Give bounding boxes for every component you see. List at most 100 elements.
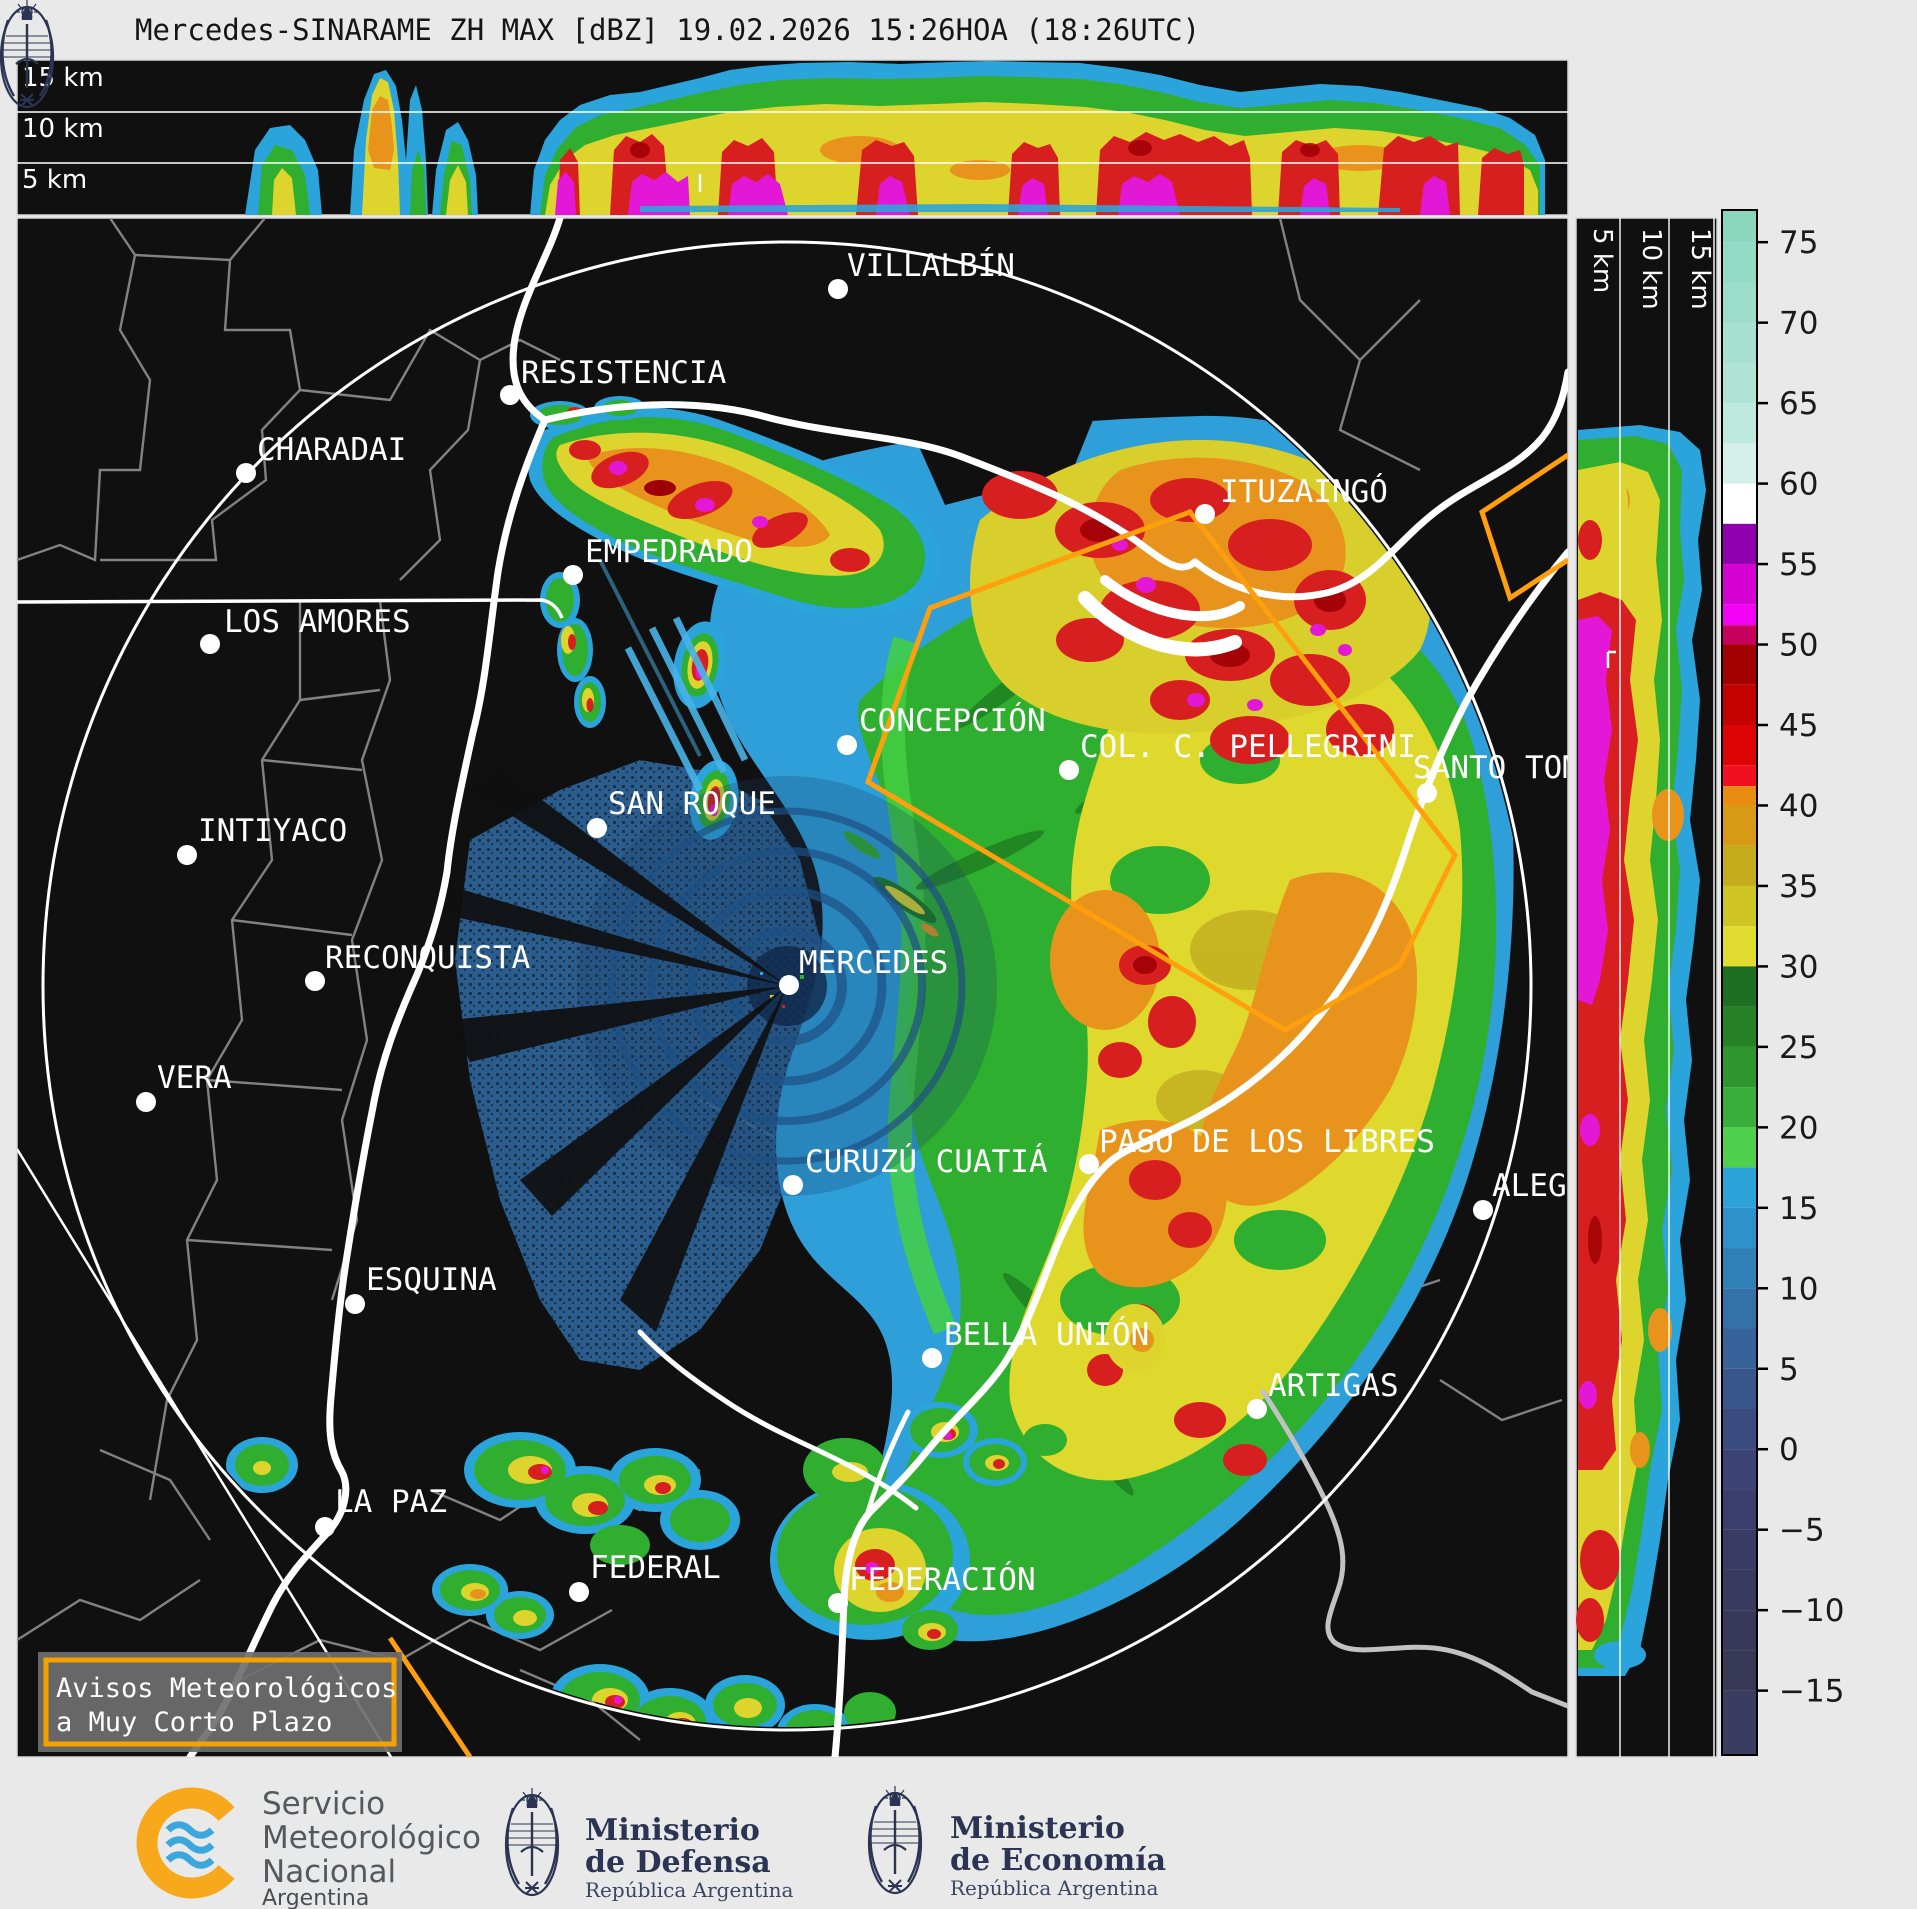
colorbar-swatch (1722, 1087, 1757, 1128)
city-dot (587, 818, 607, 838)
city-marker: FEDERAL (569, 1550, 721, 1602)
colorbar-swatch (1722, 1207, 1757, 1249)
city-label: VILLALBÍN (847, 248, 1015, 284)
city-label: CURUZÚ CUATIÁ (805, 1143, 1048, 1180)
colorbar-swatches (1722, 210, 1757, 1755)
city-label: ARTIGAS (1268, 1368, 1399, 1404)
city-label: ALEGR (1492, 1168, 1586, 1204)
city-label: LA PAZ (335, 1484, 447, 1520)
map-content: VILLALBÍN RESISTENCIA CHARADAI ITUZAINGÓ EMP… (17, 218, 1586, 1757)
notice-line-2: a Muy Corto Plazo (56, 1707, 332, 1738)
city-marker: MERCEDES (779, 945, 948, 995)
city-label: COL. C. PELLEGRINI (1080, 729, 1416, 765)
city-marker: RESISTENCIA (500, 355, 727, 405)
city-marker: CURUZÚ CUATIÁ (783, 1143, 1048, 1195)
colorbar-tick-label: 45 (1779, 708, 1818, 744)
top-panel-10km-label: 10 km (22, 114, 104, 144)
colorbar-swatch (1722, 483, 1757, 524)
city-marker: RECONQUISTA (305, 940, 531, 991)
colorbar-swatch (1722, 926, 1757, 967)
city-marker: VERA (136, 1060, 232, 1112)
city-marker: SAN ROQUE (587, 786, 776, 838)
range-ring (41, 240, 1533, 1732)
colorbar-swatch (1722, 564, 1757, 605)
city-dot (922, 1348, 942, 1368)
city-marker: ALEGR (1473, 1168, 1586, 1220)
city-marker: FEDERACIÓN (828, 1561, 1036, 1613)
smn-logo-waves (165, 1821, 215, 1869)
city-label: VERA (157, 1060, 232, 1096)
short-term-warnings-box[interactable]: Avisos Meteorológicos a Muy Corto Plazo (38, 1652, 402, 1752)
defensa-line-1: Ministerio (585, 1813, 760, 1848)
city-dot (305, 971, 325, 991)
colorbar-tick-label: 75 (1779, 225, 1818, 261)
economia-line-3: República Argentina (950, 1876, 1158, 1900)
city-label: INTIYACO (198, 813, 347, 849)
city-labels-layer: VILLALBÍN RESISTENCIA CHARADAI ITUZAINGÓ EMP… (136, 248, 1586, 1613)
colorbar-swatch (1722, 1167, 1757, 1208)
colorbar-tick-label: 40 (1779, 788, 1818, 824)
colorbar-swatch (1722, 625, 1757, 645)
colorbar-tick-label: 60 (1779, 467, 1818, 503)
city-dot (1473, 1200, 1493, 1220)
colorbar-tick-label: 30 (1779, 949, 1818, 985)
colorbar-tick-label: 5 (1779, 1352, 1799, 1388)
city-marker: COL. C. PELLEGRINI (1059, 729, 1416, 780)
radar-map-panel: VILLALBÍN RESISTENCIA CHARADAI ITUZAINGÓ EMP… (16, 217, 1586, 1758)
city-dot (345, 1294, 365, 1314)
colorbar-swatch (1722, 362, 1757, 404)
city-dot (783, 1175, 803, 1195)
colorbar-tick-label: 50 (1779, 628, 1818, 664)
right-panel-10km-label: 10 km (1636, 228, 1666, 310)
city-dot (136, 1092, 156, 1112)
defensa-line-2: de Defensa (585, 1845, 771, 1880)
city-dot (500, 385, 520, 405)
colorbar-tick-label: −10 (1779, 1593, 1844, 1629)
city-label: FEDERACIÓN (849, 1561, 1036, 1598)
footer-logos: Servicio Meteorológico Nacional Argentin… (0, 0, 1166, 1909)
colorbar-swatch (1722, 443, 1757, 484)
city-dot (315, 1517, 335, 1537)
city-dot (1079, 1154, 1099, 1174)
colorbar-swatch (1722, 1690, 1757, 1755)
city-label: LOS AMORES (224, 604, 411, 640)
top-panel-15km-label: 15 km (22, 63, 104, 93)
top-panel-5km-label: 5 km (22, 165, 87, 195)
economia-line-1: Ministerio (950, 1811, 1125, 1846)
colorbar-swatch (1722, 966, 1757, 1007)
city-label: RECONQUISTA (325, 940, 531, 976)
smn-logo-ring (136, 1787, 235, 1899)
colorbar-swatch (1722, 322, 1757, 363)
colorbar-swatch (1722, 805, 1757, 846)
city-label: PASO DE LOS LIBRES (1099, 1124, 1435, 1160)
colorbar-swatch (1722, 845, 1757, 886)
city-dot (177, 845, 197, 865)
city-marker: CHARADAI (236, 432, 406, 483)
colorbar-swatch (1722, 1288, 1757, 1329)
figure-title: Mercedes-SINARAME ZH MAX [dBZ] 19.02.202… (135, 13, 1200, 47)
colorbar-tick-label: −15 (1779, 1674, 1844, 1710)
colorbar-swatch (1722, 786, 1757, 806)
city-marker: BELLA UNIÓN (922, 1316, 1149, 1368)
city-dot (200, 634, 220, 654)
city-dot (1195, 504, 1215, 524)
city-dot (828, 279, 848, 299)
city-marker: ARTIGAS (1247, 1368, 1399, 1419)
smn-line-2: Meteorológico (262, 1820, 481, 1856)
city-dot (779, 975, 799, 995)
colorbar-swatch (1722, 1408, 1757, 1450)
city-marker: EMPEDRADO (563, 534, 753, 585)
top-cross-section-panel: 15 km 10 km 5 km (16, 59, 1569, 216)
city-marker: PASO DE LOS LIBRES (1079, 1124, 1435, 1174)
economia-crest (867, 1784, 923, 1895)
colorbar-swatch (1722, 1489, 1757, 1530)
colorbar-swatch (1722, 210, 1757, 243)
city-label: SAN ROQUE (608, 786, 776, 822)
smn-logo (136, 1787, 235, 1899)
city-marker: ITUZAINGÓ (1195, 473, 1388, 524)
city-label: EMPEDRADO (585, 534, 753, 570)
colorbar-swatch (1722, 765, 1757, 787)
city-marker: CONCEPCIÓN (837, 702, 1046, 755)
